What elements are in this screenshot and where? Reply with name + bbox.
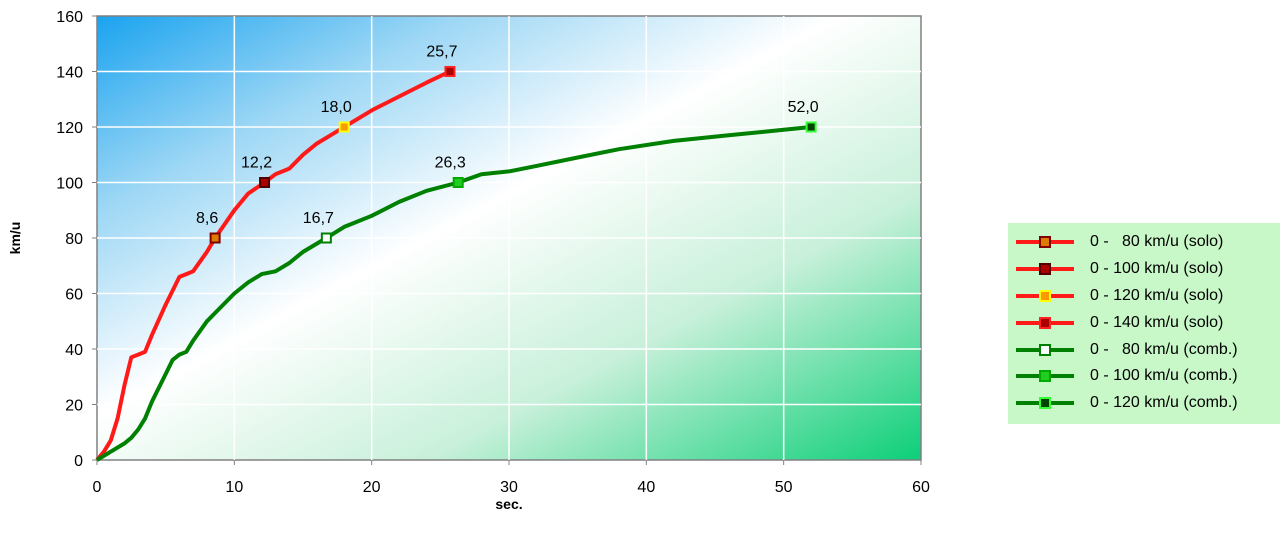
x-tick-label: 50 (775, 479, 793, 496)
x-tick-label: 10 (225, 479, 243, 496)
data-marker (805, 121, 817, 133)
legend-swatch (1016, 396, 1074, 410)
x-tick-label: 60 (912, 479, 930, 496)
legend-item: 0 - 100 km/u (solo) (1016, 256, 1280, 283)
series-line-comb (95, 125, 812, 462)
legend-item: 0 - 120 km/u (solo) (1016, 283, 1280, 310)
legend-item: 0 - 80 km/u (comb.) (1016, 336, 1280, 363)
y-tick-label: 140 (56, 65, 83, 82)
y-tick-label: 80 (65, 231, 83, 248)
legend-label: 0 - 100 km/u (comb.) (1090, 367, 1238, 385)
y-tick-label: 40 (65, 342, 83, 359)
data-label: 25,7 (426, 44, 457, 61)
legend-swatch (1016, 343, 1074, 357)
data-label: 52,0 (788, 99, 819, 116)
legend-swatch (1016, 235, 1074, 249)
x-tick-label: 20 (363, 479, 381, 496)
data-markers: 8,6 12,2 18,0 25,7 16,7 26,3 52,0 (196, 44, 819, 244)
legend-label: 0 - 100 km/u (solo) (1090, 260, 1224, 278)
data-label: 16,7 (303, 210, 334, 227)
data-label: 18,0 (321, 99, 352, 116)
data-marker (320, 232, 332, 244)
x-tick-label: 0 (93, 479, 102, 496)
legend-item: 0 - 100 km/u (comb.) (1016, 363, 1280, 390)
data-marker (452, 177, 464, 188)
tick-labels: 0 10 20 30 40 50 60 0 20 40 60 80 100 120 140 160 (56, 9, 930, 496)
legend-swatch (1016, 262, 1074, 276)
y-tick-label: 20 (65, 398, 83, 415)
legend: 0 - 80 km/u (solo) 0 - 100 km/u (solo) 0 -… (1008, 223, 1280, 424)
legend-label: 0 - 80 km/u (solo) (1090, 233, 1224, 251)
data-label: 26,3 (435, 155, 466, 172)
y-tick-label: 120 (56, 120, 83, 137)
data-marker (444, 66, 456, 77)
legend-swatch (1016, 369, 1074, 383)
y-tick-label: 100 (56, 176, 83, 193)
data-marker (259, 177, 271, 188)
legend-label: 0 - 120 km/u (solo) (1090, 286, 1224, 304)
legend-item: 0 - 80 km/u (solo) (1016, 229, 1280, 256)
legend-label: 0 - 80 km/u (comb.) (1090, 340, 1238, 358)
y-axis-title: km/u (7, 222, 23, 255)
data-label: 8,6 (196, 210, 218, 227)
data-label: 12,2 (241, 155, 272, 172)
legend-label: 0 - 120 km/u (comb.) (1090, 394, 1238, 412)
x-tick-label: 40 (637, 479, 655, 496)
x-axis-title: sec. (495, 496, 522, 512)
x-tick-label: 30 (500, 479, 518, 496)
legend-label: 0 - 140 km/u (solo) (1090, 313, 1224, 331)
data-marker (338, 121, 350, 133)
y-tick-label: 60 (65, 287, 83, 304)
gridlines (97, 16, 921, 460)
series-lines (95, 69, 812, 462)
y-tick-label: 0 (74, 453, 83, 470)
legend-swatch (1016, 289, 1074, 303)
y-tick-label: 160 (56, 9, 83, 26)
legend-item: 0 - 140 km/u (solo) (1016, 309, 1280, 336)
series-line-solo (95, 69, 451, 462)
legend-swatch (1016, 316, 1074, 330)
data-marker (209, 232, 221, 244)
legend-item: 0 - 120 km/u (comb.) (1016, 390, 1280, 417)
